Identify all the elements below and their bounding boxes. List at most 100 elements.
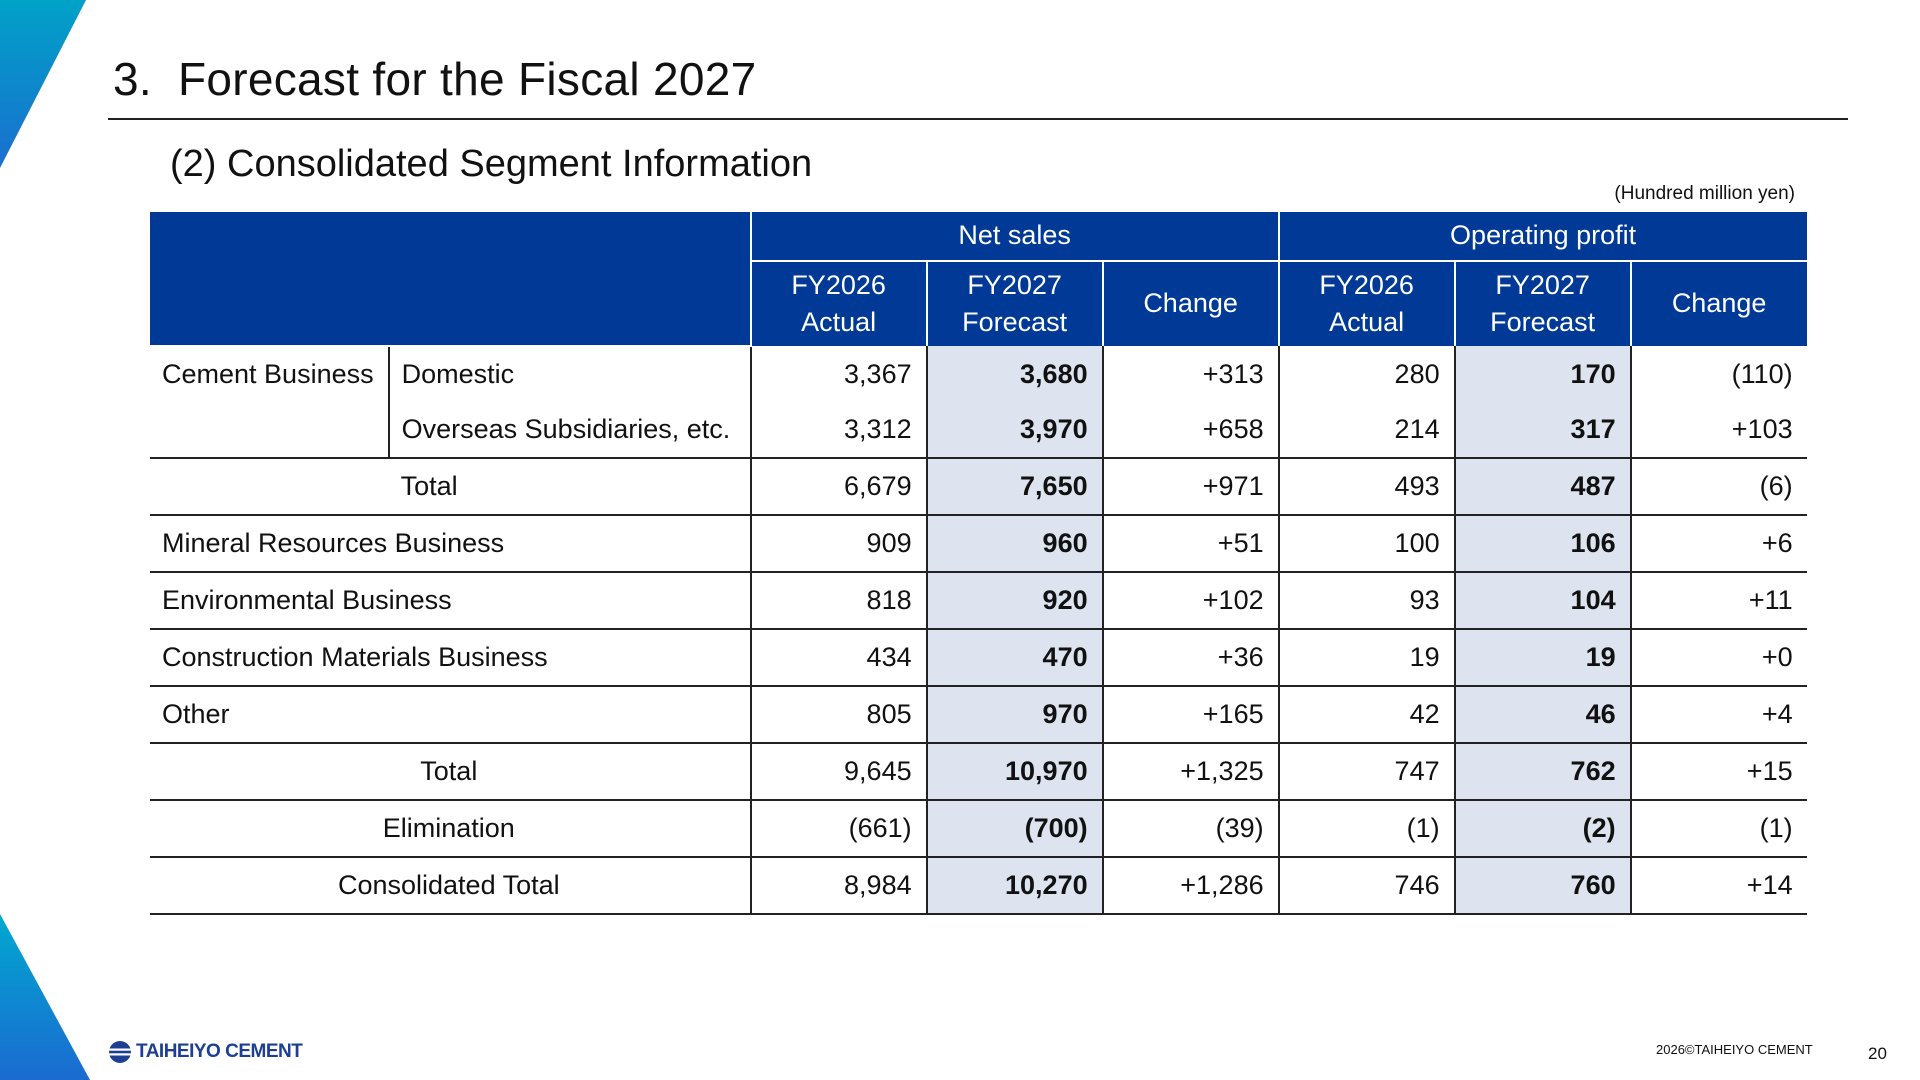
header-op-fy2027: FY2027 Forecast (1453, 261, 1631, 346)
row-label-consolidated-total: Consolidated Total (150, 857, 751, 915)
cell-value: 8,984 (749, 857, 927, 915)
header-op-change: Change (1629, 261, 1807, 346)
cell-value: 104 (1453, 572, 1631, 630)
cell-value: +14 (1629, 857, 1807, 915)
cell-value: 487 (1453, 458, 1631, 516)
row-label-total: Total (150, 743, 751, 801)
row-label-empty (150, 458, 389, 516)
cell-value: +11 (1629, 572, 1807, 630)
cell-value: +165 (1101, 686, 1279, 744)
row-label-mineral-resources: Mineral Resources Business (150, 515, 751, 573)
logo-text: TAIHEIYO CEMENT (136, 1041, 303, 1062)
cell-value: (2) (1453, 800, 1631, 858)
cell-value: 3,312 (749, 402, 927, 459)
table-row: Total 9,645 10,970 +1,325 747 762 +15 (150, 743, 1807, 801)
cell-value: 214 (1277, 402, 1455, 459)
page-title: 3. Forecast for the Fiscal 2027 (113, 52, 757, 106)
header-net-sales: Net sales (749, 212, 1279, 262)
cell-value: (110) (1629, 346, 1807, 402)
cell-value: +971 (1101, 458, 1279, 516)
cell-value: (661) (749, 800, 927, 858)
globe-logo-icon (109, 1041, 131, 1063)
row-label-empty (150, 402, 389, 459)
copyright-text: 2026©TAIHEIYO CEMENT (1656, 1042, 1813, 1057)
cell-value: 493 (1277, 458, 1455, 516)
cell-value: 3,367 (749, 346, 927, 402)
corner-decoration-bottom (0, 914, 90, 1080)
cell-value: 10,970 (925, 743, 1103, 801)
cell-value: (6) (1629, 458, 1807, 516)
table-row: Elimination (661) (700) (39) (1) (2) (1) (150, 800, 1807, 858)
segment-table: Net sales Operating profit FY2026 Actual … (150, 212, 1807, 915)
table-header-row-periods: FY2026 Actual FY2027 Forecast Change FY202… (150, 261, 1807, 346)
table-row: Mineral Resources Business 909 960 +51 1… (150, 515, 1807, 573)
cell-value: 7,650 (925, 458, 1103, 516)
row-label-construction-materials: Construction Materials Business (150, 629, 751, 687)
cell-value: (700) (925, 800, 1103, 858)
table-row: Construction Materials Business 434 470 … (150, 629, 1807, 687)
header-operating-profit: Operating profit (1277, 212, 1807, 262)
cell-value: 9,645 (749, 743, 927, 801)
row-label-environmental: Environmental Business (150, 572, 751, 630)
row-sublabel-domestic: Domestic (387, 346, 751, 402)
cell-value: 42 (1277, 686, 1455, 744)
cell-value: 960 (925, 515, 1103, 573)
title-text: Forecast for the Fiscal 2027 (177, 53, 757, 105)
unit-note: (Hundred million yen) (1614, 183, 1795, 204)
cell-value: +15 (1629, 743, 1807, 801)
cell-value: 818 (749, 572, 927, 630)
company-logo: TAIHEIYO CEMENT (108, 1040, 303, 1064)
corner-decoration-top (0, 0, 86, 168)
cell-value: (1) (1629, 800, 1807, 858)
cell-value: 280 (1277, 346, 1455, 402)
cell-value: +103 (1629, 402, 1807, 459)
row-sublabel-cement-total: Total (388, 458, 751, 516)
row-label-cement-business: Cement Business (162, 359, 374, 389)
cell-value: +6 (1629, 515, 1807, 573)
section-number: 3. (113, 53, 152, 105)
cell-value: 920 (925, 572, 1103, 630)
cell-value: 46 (1453, 686, 1631, 744)
cell-value: 100 (1277, 515, 1455, 573)
header-op-fy2026: FY2026 Actual (1277, 261, 1455, 346)
cell-value: 747 (1277, 743, 1455, 801)
cell-value: 434 (749, 629, 927, 687)
table-row: Overseas Subsidiaries, etc. 3,312 3,970 … (150, 402, 1807, 459)
cell-value: 19 (1277, 629, 1455, 687)
table-header-row-groups: Net sales Operating profit (150, 212, 1807, 347)
table-row: Consolidated Total 8,984 10,270 +1,286 7… (150, 857, 1807, 915)
cell-value: +0 (1629, 629, 1807, 687)
cell-value: (39) (1101, 800, 1279, 858)
cell-value: 470 (925, 629, 1103, 687)
cell-value: 762 (1453, 743, 1631, 801)
header-ns-fy2026: FY2026 Actual (749, 261, 927, 346)
cell-value: 93 (1277, 572, 1455, 630)
row-label-other: Other (150, 686, 751, 744)
header-ns-fy2027: FY2027 Forecast (925, 261, 1103, 346)
cell-value: (1) (1277, 800, 1455, 858)
table-row: Other 805 970 +165 42 46 +4 (150, 686, 1807, 744)
cell-value: +658 (1101, 402, 1279, 459)
cell-value: +313 (1101, 346, 1279, 402)
cell-value: +4 (1629, 686, 1807, 744)
cell-value: 3,970 (925, 402, 1103, 459)
cell-value: 909 (749, 515, 927, 573)
cell-value: 760 (1453, 857, 1631, 915)
section-subtitle: (2) Consolidated Segment Information (170, 143, 813, 185)
cell-value: 746 (1277, 857, 1455, 915)
cell-value: +1,325 (1101, 743, 1279, 801)
header-ns-change: Change (1101, 261, 1279, 346)
page-number: 20 (1868, 1044, 1887, 1063)
table-row: Environmental Business 818 920 +102 93 1… (150, 572, 1807, 630)
cell-value: 6,679 (749, 458, 927, 516)
cell-value: +36 (1101, 629, 1279, 687)
cell-value: 170 (1453, 346, 1631, 402)
row-label-elimination: Elimination (150, 800, 751, 858)
row-sublabel-overseas: Overseas Subsidiaries, etc. (387, 402, 751, 459)
title-divider (108, 118, 1848, 120)
cell-value: +51 (1101, 515, 1279, 573)
cell-value: 970 (925, 686, 1103, 744)
cell-value: 3,680 (925, 346, 1103, 402)
table-row: Cement Business Domestic 3,367 3,680 +31… (150, 346, 1807, 402)
cell-value: 106 (1453, 515, 1631, 573)
